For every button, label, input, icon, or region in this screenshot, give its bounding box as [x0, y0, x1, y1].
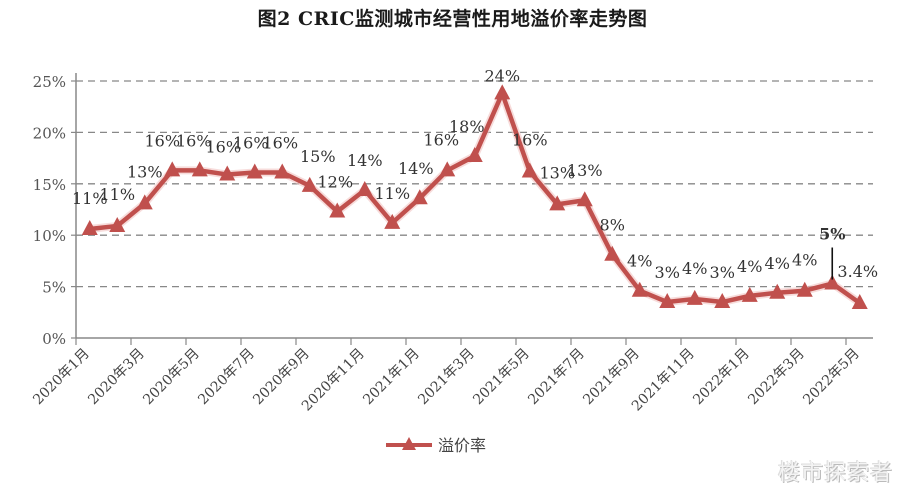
- triangle-marker-icon: [411, 189, 428, 205]
- axes: [75, 73, 873, 339]
- data-label: 4%: [765, 254, 790, 273]
- triangle-marker-icon: [136, 194, 153, 210]
- data-label: 16%: [423, 130, 459, 149]
- data-label: 4%: [737, 257, 762, 276]
- x-tick-label: 2021年3月: [415, 346, 478, 409]
- triangle-marker-icon: [851, 294, 868, 310]
- triangle-marker-icon: [714, 293, 731, 309]
- triangle-marker-icon: [384, 213, 401, 229]
- triangle-marker-icon: [329, 202, 346, 218]
- triangle-marker-icon: [439, 161, 456, 177]
- y-tick-label: 25%: [33, 73, 66, 91]
- triangle-marker-icon: [631, 281, 648, 297]
- data-label: 16%: [233, 133, 269, 152]
- triangle-marker-icon: [741, 286, 758, 302]
- x-tick-label: 2020年5月: [140, 346, 203, 409]
- data-label: 4%: [682, 259, 707, 278]
- data-label: 16%: [144, 131, 180, 150]
- data-label: 16%: [205, 138, 241, 157]
- triangle-marker-icon: [796, 281, 813, 297]
- gridlines: [76, 80, 873, 288]
- data-label: 4%: [627, 252, 652, 271]
- data-label: 3%: [710, 263, 735, 282]
- data-label: 4%: [792, 251, 817, 270]
- x-tick-label: 2021年7月: [525, 346, 588, 409]
- triangle-marker-icon: [301, 176, 318, 192]
- data-label: 3.4%: [837, 262, 878, 281]
- data-label: 16%: [176, 131, 212, 150]
- x-tick-label: 2021年5月: [470, 346, 533, 409]
- y-axis-ticks: 0% 5% 10% 15% 20% 25%: [33, 73, 76, 348]
- data-label: 14%: [347, 151, 383, 170]
- x-axis-ticks: 2020年1月2020年3月2020年5月2020年7月2020年9月2020年…: [30, 338, 863, 414]
- triangle-marker-icon: [824, 274, 841, 290]
- triangle-marker-icon: [769, 283, 786, 299]
- y-tick-label: 0%: [42, 330, 66, 348]
- triangle-marker-icon: [494, 84, 511, 100]
- x-tick-label: 2020年1月: [30, 346, 93, 409]
- data-label: 5%: [819, 225, 845, 244]
- y-tick-label: 20%: [33, 124, 66, 142]
- watermark: 楼市探索者: [777, 461, 893, 486]
- data-label: 11%: [72, 189, 108, 208]
- x-tick-label: 2022年3月: [745, 346, 808, 409]
- data-label: 16%: [262, 133, 298, 152]
- data-label: 11%: [374, 184, 410, 203]
- x-tick-label: 2021年1月: [360, 346, 423, 409]
- data-label: 15%: [300, 147, 336, 166]
- legend: 溢价率: [386, 432, 486, 456]
- triangle-marker-icon: [164, 161, 181, 177]
- legend-label: 溢价率: [438, 436, 487, 455]
- series-line: [81, 84, 868, 310]
- data-label: 13%: [127, 162, 163, 181]
- data-label: 3%: [655, 263, 680, 282]
- data-label: 14%: [398, 159, 434, 178]
- chart-title: 图2 CRIC监测城市经营性用地溢价率走势图: [257, 8, 648, 30]
- y-tick-label: 15%: [33, 176, 66, 194]
- triangle-marker-icon: [549, 195, 566, 211]
- triangle-marker-icon: [274, 163, 291, 179]
- x-tick-label: 2022年1月: [690, 346, 753, 409]
- triangle-marker-icon: [246, 163, 263, 179]
- triangle-marker-icon: [466, 147, 483, 163]
- data-label: 16%: [512, 130, 548, 149]
- x-tick-label: 2020年7月: [195, 346, 258, 409]
- legend-line-triangle-icon: [386, 437, 432, 450]
- data-label: 11%: [99, 185, 135, 204]
- triangle-marker-icon: [109, 216, 126, 232]
- triangle-marker-icon: [356, 180, 373, 196]
- data-label: 13%: [539, 163, 575, 182]
- x-tick-label: 2020年3月: [85, 346, 148, 409]
- data-labels: 11%11%13%16%16%16%16%16%15%12%14%11%14%1…: [72, 66, 878, 282]
- triangle-marker-icon: [219, 165, 236, 181]
- data-label: 18%: [449, 117, 485, 136]
- triangle-marker-icon: [686, 289, 703, 305]
- triangle-marker-icon: [659, 293, 676, 309]
- triangle-marker-icon: [521, 162, 538, 178]
- triangle-marker-icon: [191, 161, 208, 177]
- data-label: 24%: [484, 66, 520, 85]
- triangle-marker-icon: [604, 245, 621, 261]
- y-tick-label: 10%: [33, 227, 66, 245]
- triangle-marker-icon: [81, 220, 98, 236]
- y-tick-label: 5%: [42, 279, 66, 297]
- data-label: 8%: [600, 216, 625, 235]
- data-label: 13%: [567, 161, 603, 180]
- data-label: 12%: [317, 173, 353, 192]
- triangle-marker-icon: [576, 191, 593, 207]
- x-tick-label: 2022年5月: [800, 346, 863, 409]
